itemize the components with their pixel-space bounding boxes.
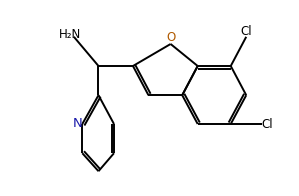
Text: O: O — [166, 31, 175, 44]
Text: H₂N: H₂N — [59, 28, 81, 41]
Text: N: N — [73, 117, 83, 130]
Text: Cl: Cl — [240, 25, 252, 38]
Text: Cl: Cl — [261, 117, 273, 131]
